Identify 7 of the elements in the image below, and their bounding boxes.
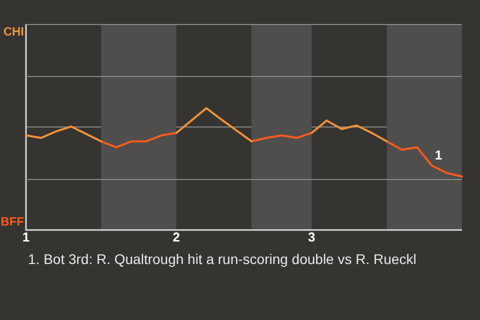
text: 1. Bot 3rd: R. Qualtrough hit a run-scoring double vs R. Rueckl xyxy=(28,250,416,267)
x-tick-label: 3 xyxy=(308,229,316,244)
text: BFF xyxy=(0,214,24,228)
annotation: 1 xyxy=(434,148,442,163)
x-tick-label: 2 xyxy=(172,229,180,244)
x-tick-label: 1 xyxy=(22,229,30,244)
text: CHI xyxy=(3,24,24,38)
